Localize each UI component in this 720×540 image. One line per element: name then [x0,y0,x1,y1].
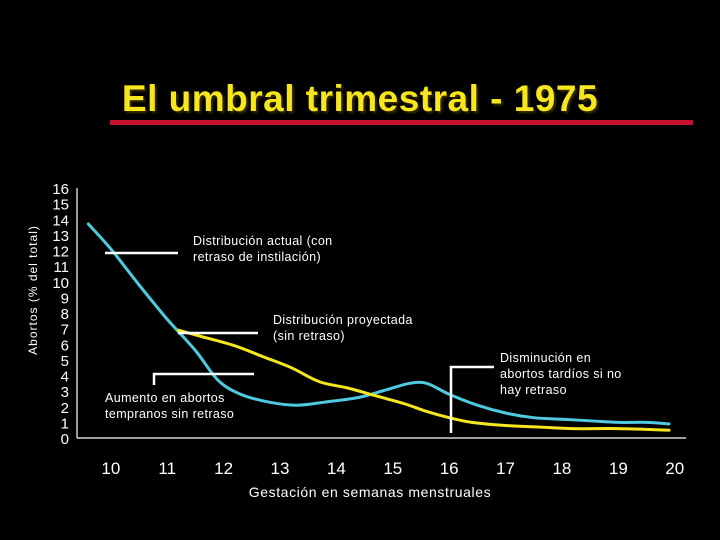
chart-axes [76,188,686,439]
y-tick-label: 4 [61,369,69,386]
y-tick-label: 11 [53,259,69,276]
x-tick-label: 15 [383,459,402,478]
chart-series [86,222,671,432]
series-line-projected [177,328,671,432]
y-tick-label: 1 [61,415,69,432]
y-tick-label: 10 [52,275,69,292]
y-tick-label: 2 [61,400,69,417]
x-tick-label: 13 [271,459,290,478]
x-tick-label: 10 [101,459,120,478]
annotation-late-decrease: Disminución en abortos tardíos si no hay… [500,351,622,397]
annotation-early-increase: Aumento en abortos tempranos sin retraso [105,391,235,421]
x-tick-labels: 10 11 12 13 14 15 16 17 18 19 20 [101,459,684,478]
y-tick-label: 0 [61,431,69,448]
x-tick-label: 11 [158,459,176,478]
y-tick-label: 5 [61,353,69,370]
x-tick-label: 18 [552,459,571,478]
y-tick-label: 15 [52,197,69,214]
leader-late-decrease [449,365,494,433]
annotation-projected-distribution: Distribución proyectada (sin retraso) [273,313,413,343]
x-tick-label: 16 [440,459,459,478]
y-tick-label: 13 [52,228,69,245]
x-tick-label: 17 [496,459,515,478]
leader-early-increase [152,372,254,385]
x-tick-label: 19 [609,459,628,478]
title-underline [110,120,693,125]
y-tick-label: 8 [61,306,69,323]
x-tick-label: 12 [214,459,233,478]
series-line-actual [86,222,671,426]
annotation-leader-lines [105,251,494,433]
x-tick-label: 20 [665,459,684,478]
y-tick-label: 7 [61,322,69,339]
y-tick-label: 12 [52,244,69,261]
x-tick-label: 14 [327,459,346,478]
y-axis-label: Abortos (% del total) [26,225,40,355]
y-tick-label: 6 [61,337,69,354]
y-tick-label: 3 [61,384,69,401]
slide-title: El umbral trimestral - 1975 [121,78,599,119]
y-tick-label: 9 [61,290,69,307]
y-tick-label: 16 [52,181,69,198]
y-tick-label: 14 [52,212,69,229]
annotation-actual-distribution: Distribución actual (con retraso de inst… [193,234,333,264]
x-axis-label: Gestación en semanas menstruales [248,484,492,500]
